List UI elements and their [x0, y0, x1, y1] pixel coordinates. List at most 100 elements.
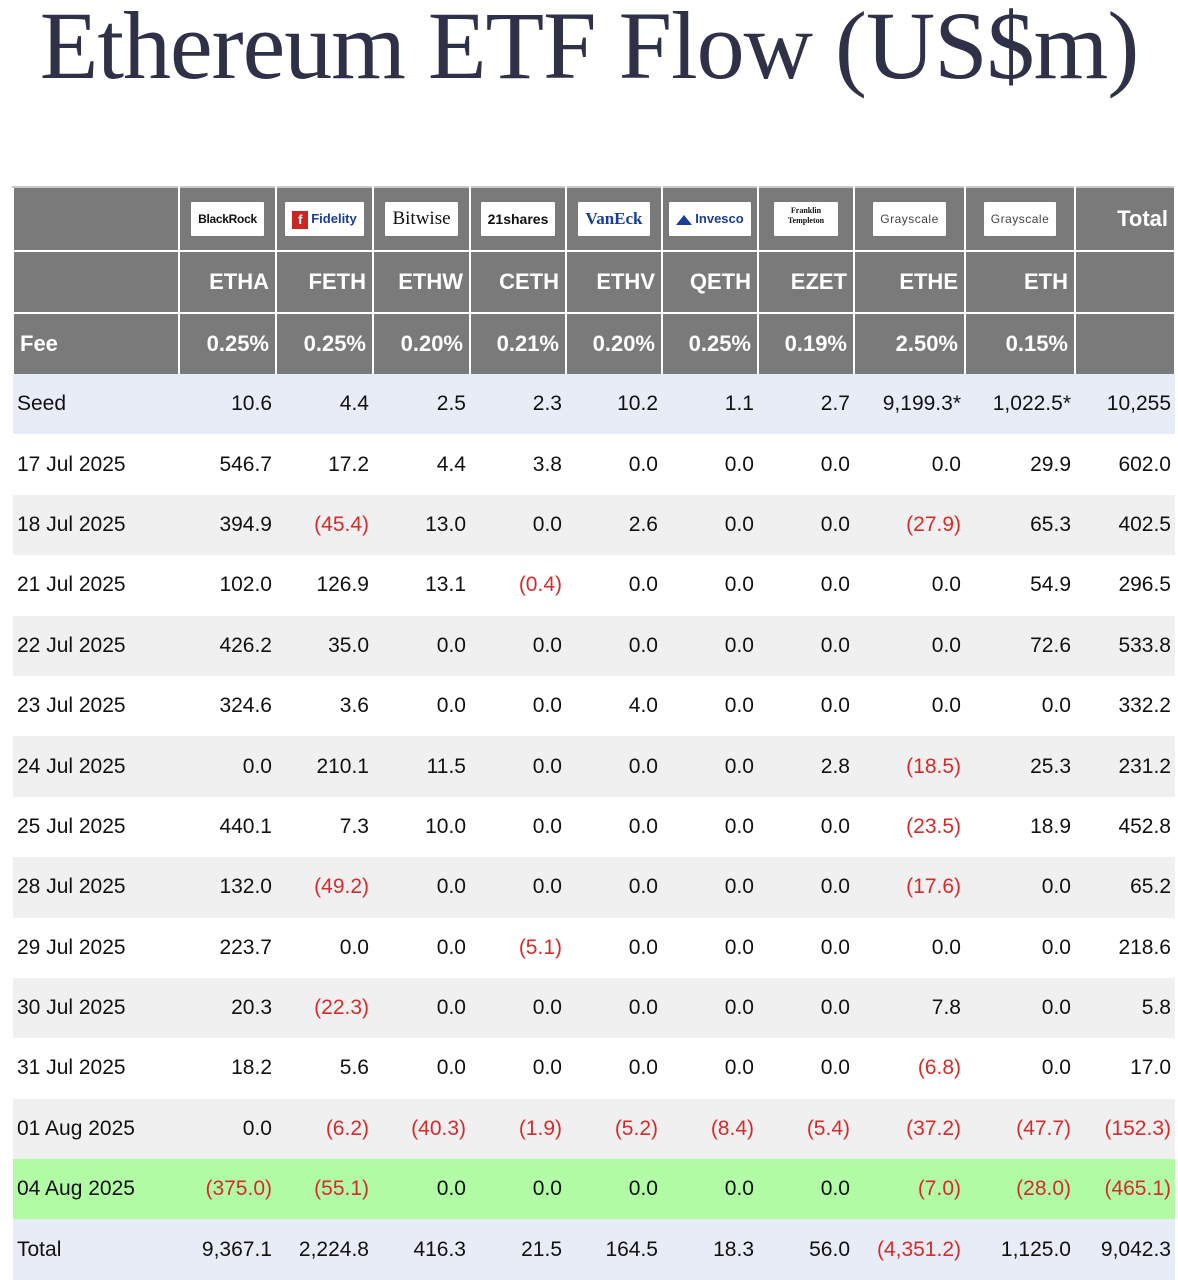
flow-cell: 0.0	[373, 857, 470, 918]
flow-cell: 324.6	[179, 675, 276, 737]
table-row: 25 Jul 2025 440.1 7.3 10.0 0.0 0.0 0.0 0.0 (23.5…	[13, 796, 1175, 858]
flow-cell: 0.0	[965, 675, 1075, 737]
flow-cell: 0.0	[854, 675, 965, 737]
table-row: 01 Aug 2025 0.0 (6.2) (40.3) (1.9) (5.2) (8.4)…	[13, 1098, 1175, 1160]
flow-cell: 0.0	[662, 555, 758, 616]
flow-cell: (5.4)	[758, 1098, 854, 1160]
flow-cell: 546.7	[179, 434, 276, 495]
flow-cell: 9,367.1	[179, 1219, 276, 1280]
table-row: 04 Aug 2025 (375.0) (55.1) 0.0 0.0 0.0 0.0 0.0(…	[13, 1159, 1175, 1220]
flow-cell: 0.0	[758, 675, 854, 737]
flow-cell: 7.8	[854, 977, 965, 1039]
flow-cell: 0.0	[373, 675, 470, 737]
issuer-header-row: BlackRock f Fidelity Bitwise 21shares Van…	[12, 186, 1176, 251]
flow-cell: 440.1	[179, 796, 276, 858]
flow-cell: 0.0	[566, 857, 662, 918]
flow-cell: 0.0	[179, 1098, 276, 1160]
flow-cell: 72.6	[965, 615, 1075, 676]
flow-cell: 1,022.5*	[965, 374, 1075, 435]
flow-cell: 2.8	[758, 736, 854, 797]
flow-cell: 0.0	[758, 977, 854, 1039]
row-total-cell: 5.8	[1075, 977, 1175, 1039]
flow-cell: 10.2	[566, 374, 662, 435]
row-total-cell: 17.0	[1075, 1038, 1175, 1099]
flow-cell: (49.2)	[276, 857, 373, 918]
flow-cell: 2,224.8	[276, 1219, 373, 1280]
ticker-total-blank	[1074, 250, 1176, 313]
flow-cell: 3.8	[470, 434, 566, 495]
issuer-bitwise: Bitwise	[372, 186, 471, 251]
flow-cell: 394.9	[179, 494, 276, 556]
flow-cell: 223.7	[179, 917, 276, 978]
flow-cell: 0.0	[276, 917, 373, 978]
flow-cell: 4.4	[373, 434, 470, 495]
flow-cell: 18.3	[662, 1219, 758, 1280]
flow-cell: 0.0	[758, 917, 854, 978]
flow-cell: (27.9)	[854, 494, 965, 556]
blank-header-cell	[12, 250, 180, 313]
flow-cell: (40.3)	[373, 1098, 470, 1160]
flow-cell: 0.0	[662, 1159, 758, 1220]
issuer-vaneck: VanEck	[565, 186, 663, 251]
fee-qeth: 0.25%	[661, 312, 759, 374]
flow-cell: 0.0	[758, 555, 854, 616]
flow-cell: 56.0	[758, 1219, 854, 1280]
flow-cell: 18.9	[965, 796, 1075, 858]
fee-etha: 0.25%	[178, 312, 277, 374]
flow-cell: 0.0	[758, 1159, 854, 1220]
flow-cell: 0.0	[470, 796, 566, 858]
table-row: 24 Jul 2025 0.0 210.1 11.5 0.0 0.0 0.0 2.8 (18.5…	[13, 736, 1175, 797]
flow-table-body: Seed 10.6 4.4 2.5 2.3 10.2 1.1 2.7 9,199.3* 1,022…	[13, 374, 1175, 1280]
flow-cell: (7.0)	[854, 1159, 965, 1220]
row-date: 04 Aug 2025	[13, 1159, 179, 1220]
flow-cell: 0.0	[373, 977, 470, 1039]
flow-cell: 0.0	[965, 1038, 1075, 1099]
table-row: 18 Jul 2025 394.9 (45.4) 13.0 0.0 2.6 0.0 0.0 (2…	[13, 494, 1175, 556]
table-row: 29 Jul 2025 223.7 0.0 0.0 (5.1) 0.0 0.0 0.0 0.0 0…	[13, 917, 1175, 978]
flow-cell: 21.5	[470, 1219, 566, 1280]
flow-cell: 0.0	[470, 736, 566, 797]
ticker-ethv: ETHV	[565, 250, 663, 313]
issuer-invesco: Invesco	[661, 186, 759, 251]
flow-cell: 11.5	[373, 736, 470, 797]
flow-cell: 416.3	[373, 1219, 470, 1280]
flow-cell: 4.4	[276, 374, 373, 435]
flow-cell: 1.1	[662, 374, 758, 435]
row-date: 30 Jul 2025	[13, 977, 179, 1039]
row-date: Total	[13, 1219, 179, 1280]
fee-label: Fee	[12, 312, 180, 374]
flow-cell: (6.2)	[276, 1098, 373, 1160]
flow-cell: 0.0	[662, 977, 758, 1039]
flow-cell: 35.0	[276, 615, 373, 676]
flow-cell: 0.0	[854, 555, 965, 616]
flow-cell: (8.4)	[662, 1098, 758, 1160]
flow-cell: 0.0	[854, 615, 965, 676]
flow-cell: (18.5)	[854, 736, 965, 797]
row-total-cell: 296.5	[1075, 555, 1175, 616]
flow-cell: 0.0	[758, 857, 854, 918]
row-date: 01 Aug 2025	[13, 1098, 179, 1160]
table-row: 17 Jul 2025 546.7 17.2 4.4 3.8 0.0 0.0 0.0 0.0 29…	[13, 434, 1175, 495]
fidelity-logo: f Fidelity	[285, 202, 364, 236]
fee-ethw: 0.20%	[372, 312, 471, 374]
flow-cell: 102.0	[179, 555, 276, 616]
issuer-21shares: 21shares	[469, 186, 567, 251]
flow-cell: 0.0	[566, 555, 662, 616]
flow-cell: (28.0)	[965, 1159, 1075, 1220]
flow-cell: 0.0	[566, 736, 662, 797]
ticker-ezet: EZET	[757, 250, 855, 313]
fee-total-blank	[1074, 312, 1176, 374]
row-total-cell: 9,042.3	[1075, 1219, 1175, 1280]
fee-ethe: 2.50%	[853, 312, 966, 374]
flow-cell: 0.0	[566, 1038, 662, 1099]
flow-cell: 2.3	[470, 374, 566, 435]
issuer-fidelity: f Fidelity	[275, 186, 374, 251]
flow-cell: (375.0)	[179, 1159, 276, 1220]
flow-cell: (6.8)	[854, 1038, 965, 1099]
blank-header-cell	[12, 186, 180, 251]
flow-cell: 5.6	[276, 1038, 373, 1099]
flow-cell: 2.7	[758, 374, 854, 435]
flow-cell: 0.0	[470, 977, 566, 1039]
flow-cell: 0.0	[373, 1159, 470, 1220]
row-date: 31 Jul 2025	[13, 1038, 179, 1099]
